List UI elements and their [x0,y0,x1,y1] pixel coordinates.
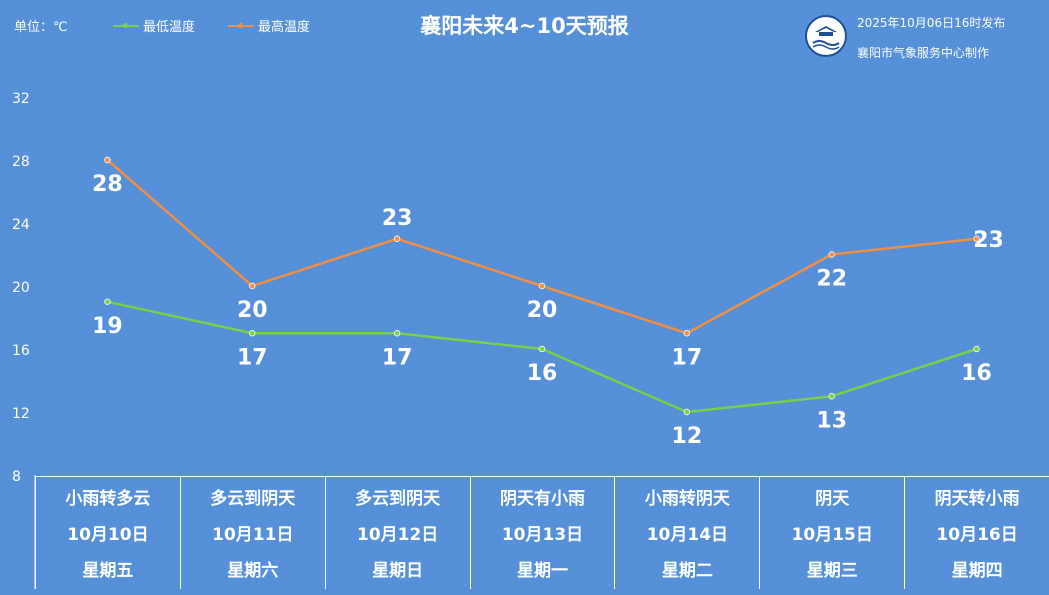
data-point [393,330,401,337]
data-point [828,251,835,258]
day-column: 多云到阴天 10月12日 星期日 [324,477,470,589]
organization: 襄阳市气象服务中心制作 [857,46,990,60]
data-point [538,282,546,290]
data-point [249,282,256,290]
data-point [683,408,691,416]
data-point [538,345,546,353]
day-weather: 阴天转小雨 [934,489,1020,509]
day-weekday: 星期二 [661,561,713,581]
day-column: 阴天 10月15日 星期三 [759,477,904,589]
data-label: 19 [92,314,123,339]
day-weekday: 星期四 [951,561,1003,581]
day-weather: 小雨转多云 [65,489,151,509]
day-date: 10月12日 [356,525,439,545]
data-point [828,393,835,400]
day-weather: 阴天 [815,489,850,509]
day-weather: 多云到阴天 [210,489,296,509]
legend-low-swatch [113,22,139,28]
day-weekday: 星期一 [517,561,568,581]
day-date: 10月15日 [791,525,873,545]
y-tick-label: 24 [12,217,30,233]
legend-low-label: 最低温度 [143,20,196,35]
data-point [683,330,691,337]
chart-title: 襄阳未来4~10天预报 [420,14,629,38]
y-tick-label: 12 [12,406,30,422]
data-label: 17 [237,345,268,370]
xiangyang-weather-logo-icon [805,15,847,57]
day-date: 10月13日 [501,525,584,545]
data-point [393,235,401,242]
data-point [104,156,111,164]
y-tick-label: 20 [12,280,30,296]
day-weekday: 星期五 [82,561,134,581]
y-tick-label: 28 [12,154,30,170]
data-label: 22 [816,267,847,292]
data-label: 23 [973,228,1004,253]
day-date: 10月16日 [936,525,1018,545]
day-column: 阴天转小雨 10月16日 星期四 [904,477,1049,589]
day-column: 多云到阴天 10月11日 星期六 [179,477,325,589]
day-date: 10月14日 [646,525,729,545]
data-label: 20 [237,298,268,323]
legend-high-swatch [228,22,254,28]
data-point [973,345,980,353]
data-label: 13 [816,408,847,433]
data-label: 16 [527,361,558,386]
day-weather: 小雨转阴天 [644,489,730,509]
legend-high-label: 最高温度 [258,20,311,35]
day-column: 小雨转多云 10月10日 星期五 [35,477,180,589]
data-label: 16 [961,361,992,386]
publish-time: 2025年10月06日16时发布 [857,16,1006,30]
data-point [104,298,111,305]
data-label: 20 [527,298,558,323]
data-label: 28 [92,172,123,197]
forecast-days: 小雨转多云 10月10日 星期五 多云到阴天 10月11日 星期六 多云到阴天 10月12日星… [35,476,1049,589]
y-tick-label: 32 [12,91,30,107]
legend-low: 最低温度 [113,16,195,35]
y-tick-label: 8 [12,469,21,485]
day-weekday: 星期三 [806,561,858,581]
day-column: 小雨转阴天 10月14日 星期二 [614,477,759,589]
data-label: 17 [382,345,413,370]
data-label: 23 [382,206,413,231]
unit-label: 单位：℃ [14,20,68,35]
day-weather: 阴天有小雨 [500,489,585,509]
day-date: 10月11日 [212,525,294,545]
day-date: 10月10日 [67,525,149,545]
legend-high: 最高温度 [228,16,310,35]
day-weather: 多云到阴天 [355,489,441,509]
data-label: 12 [672,424,703,449]
data-point [249,330,256,337]
day-column: 阴天有小雨 10月13日 星期一 [469,477,615,589]
day-weekday: 星期日 [372,561,424,581]
day-weekday: 星期六 [227,561,279,581]
y-tick-label: 16 [12,343,30,359]
data-label: 17 [672,345,703,370]
data-point [973,235,980,242]
